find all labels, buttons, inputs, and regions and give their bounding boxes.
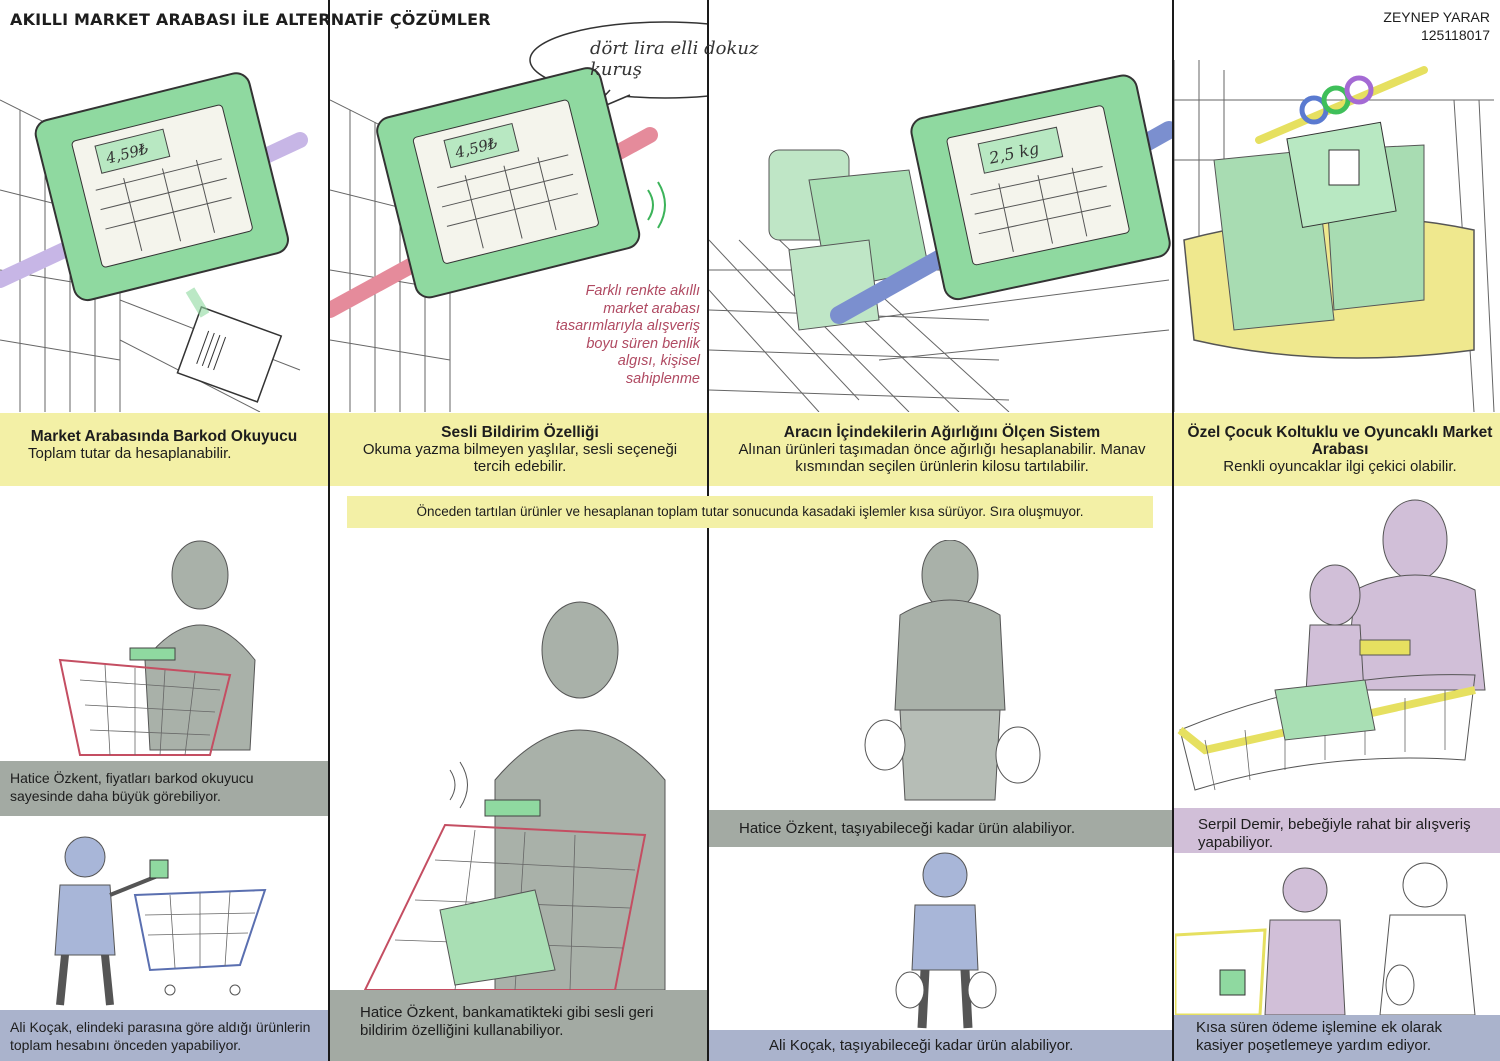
voice-cart-sketch: 4,59₺: [330, 21, 707, 412]
divider-1: [328, 0, 330, 1061]
ali-cart-figure: [54, 836, 267, 1006]
color-design-note: Farklı renkte akıllı market arabası tasa…: [555, 283, 700, 387]
caption-band-3: [709, 413, 1172, 486]
barcode-cart-sketch: 4,59₺: [0, 72, 308, 412]
panel-2-text: Okuma yazma bilmeyen yaşlılar, sesli seç…: [362, 441, 678, 475]
panel-2-heading: Sesli Bildirim Özelliği: [441, 424, 599, 441]
cashier-scene-figure: [1175, 862, 1476, 1015]
panel-1-caption: Market Arabasında Barkod Okuyucu Toplam …: [0, 428, 328, 462]
divider-2: [707, 0, 709, 1061]
hatice-cart-figure: [58, 540, 256, 756]
middle-banner: Önceden tartılan ürünler ve hesaplanan t…: [347, 496, 1153, 528]
panel-4-heading: Özel Çocuk Koltuklu ve Oyuncaklı Market …: [1187, 424, 1493, 458]
caption-band-1: [0, 413, 328, 486]
panel-3-heading: Aracın İçindekilerin Ağırlığını Ölçen Si…: [783, 424, 1101, 441]
panel-1-text: Toplam tutar da hesaplanabilir.: [28, 445, 232, 462]
note-hatice-voice: Hatice Özkent, bankamatikteki gibi sesli…: [330, 990, 707, 1061]
caption-band-2: [330, 413, 707, 486]
child-seat-cart-sketch: [1174, 60, 1495, 412]
author-name: ZEYNEP YARAR: [1383, 9, 1490, 25]
panel-3-text: Alınan ürünleri taşımadan önce ağırlığı …: [738, 441, 1146, 475]
divider-3: [1172, 0, 1174, 1061]
panel-2-caption: Sesli Bildirim Özelliği Okuma yazma bilm…: [345, 424, 695, 475]
author-block: ZEYNEP YARAR 125118017: [1383, 8, 1490, 44]
panel-4-caption: Özel Çocuk Koltuklu ve Oyuncaklı Market …: [1180, 424, 1500, 475]
hatice-standing-figure: [864, 540, 1041, 801]
panel-1-heading: Market Arabasında Barkod Okuyucu: [30, 428, 298, 445]
note-cashier: Kısa süren ödeme işlemine ek olarak kasi…: [1174, 1015, 1500, 1061]
serpil-baby-figure: [1177, 499, 1486, 791]
speech-bubble-text: dört lira elli dokuz kuruş: [590, 38, 759, 80]
weight-cart-sketch: 2,5 kg: [709, 74, 1172, 412]
panel-4-text: Renkli oyuncaklar ilgi çekici olabilir.: [1223, 458, 1457, 475]
ali-standing-figure: [895, 852, 997, 1029]
hatice-voice-figure: [363, 601, 666, 990]
note-ali-carry: Ali Koçak, taşıyabileceği kadar ürün ala…: [709, 1030, 1172, 1061]
note-hatice-carry: Hatice Özkent, taşıyabileceği kadar ürün…: [709, 810, 1172, 847]
note-hatice-barcode: Hatice Özkent, fiyatları barkod okuyucu …: [0, 761, 328, 816]
note-serpil-baby: Serpil Demir, bebeğiyle rahat bir alışve…: [1174, 808, 1500, 853]
panel-3-caption: Aracın İçindekilerin Ağırlığını Ölçen Si…: [722, 424, 1162, 475]
page-title: AKILLI MARKET ARABASI İLE ALTERNATİF ÇÖZ…: [10, 10, 491, 29]
caption-band-4: [1174, 413, 1500, 486]
author-id: 125118017: [1420, 27, 1490, 43]
note-ali-budget: Ali Koçak, elindeki parasına göre aldığı…: [0, 1010, 328, 1061]
